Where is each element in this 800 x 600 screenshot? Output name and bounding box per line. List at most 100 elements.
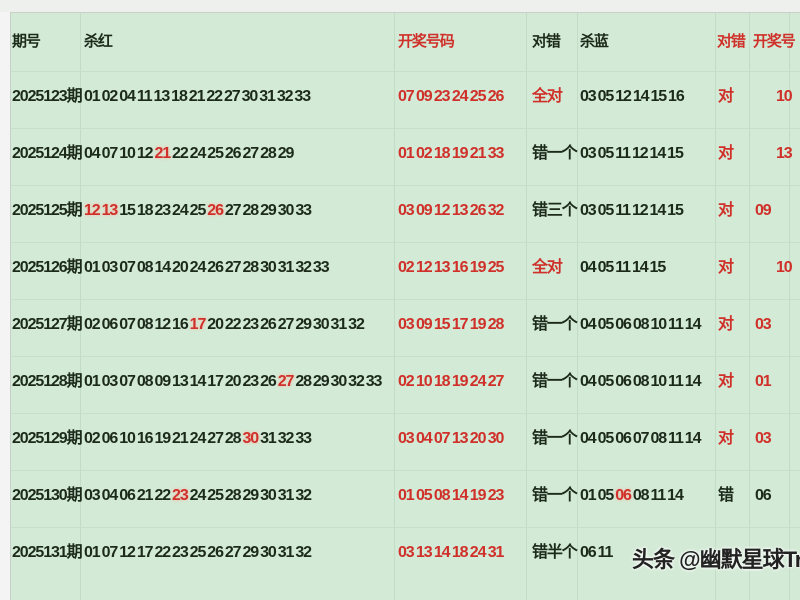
period-cell[interactable]: 2025124期 (12, 145, 83, 162)
kill-red-number: 20 (207, 316, 224, 333)
grid-line (526, 13, 527, 600)
header-result-red[interactable]: 对错 (532, 33, 561, 50)
draw-numbers-cell[interactable]: 03 09 15 17 19 28 (398, 316, 504, 333)
kill-blue-number: 08 (632, 316, 650, 333)
kill-blue-cell[interactable]: 03 05 11 12 14 15 (580, 201, 685, 221)
kill-blue-number: 11 (650, 487, 666, 504)
result-blue-cell[interactable]: 对 (718, 202, 734, 219)
result-red-cell[interactable]: 全对 (532, 88, 563, 105)
result-blue-cell[interactable]: 对 (718, 259, 734, 276)
kill-blue-cell[interactable]: 06 11 (580, 543, 614, 563)
kill-blue-cell[interactable]: 03 05 12 14 15 16 (580, 87, 686, 107)
period-cell[interactable]: 2025131期 (12, 544, 83, 561)
period-cell[interactable]: 2025130期 (12, 487, 83, 504)
draw-numbers-cell[interactable]: 01 02 18 19 21 33 (398, 145, 504, 162)
period-cell[interactable]: 2025126期 (12, 259, 83, 276)
header-period[interactable]: 期号 (12, 33, 41, 50)
period-cell[interactable]: 2025125期 (12, 202, 83, 219)
result-red-cell[interactable]: 错三个 (532, 202, 578, 219)
kill-blue-number: 11 (615, 145, 631, 162)
kill-red-number: 29 (242, 544, 259, 561)
kill-blue-cell[interactable]: 04 05 11 14 15 (580, 258, 667, 278)
kill-red-number: 22 (224, 316, 242, 333)
kill-red-number: 27 (224, 544, 242, 561)
period-cell[interactable]: 2025123期 (12, 88, 83, 105)
draw-numbers-cell[interactable]: 03 09 12 13 26 32 (398, 202, 504, 219)
period-cell[interactable]: 2025127期 (12, 316, 83, 333)
kill-red-number: 03 (101, 259, 119, 276)
draw-blue-cell[interactable]: 03 (755, 316, 772, 333)
kill-blue-number: 16 (668, 88, 685, 105)
kill-red-number: 01 (84, 544, 101, 561)
header-draw-blue[interactable]: 开奖号 (753, 33, 796, 50)
draw-numbers-cell[interactable]: 02 10 18 19 24 27 (398, 373, 504, 390)
kill-blue-cell[interactable]: 04 05 06 08 10 11 14 (580, 315, 702, 335)
kill-red-cell[interactable]: 01 03 07 08 14 20 24 26 27 28 30 31 32 33 (84, 258, 331, 278)
header-result-blue[interactable]: 对错 (717, 33, 746, 50)
result-red-cell[interactable]: 错一个 (532, 316, 578, 333)
draw-numbers-cell[interactable]: 02 12 13 16 19 25 (398, 259, 504, 276)
kill-red-number: 30 (260, 487, 277, 504)
result-red-cell[interactable]: 错一个 (532, 430, 578, 447)
period-cell[interactable]: 2025128期 (12, 373, 83, 390)
header-draw-numbers[interactable]: 开奖号码 (398, 33, 455, 50)
result-blue-cell[interactable]: 对 (718, 88, 734, 105)
kill-blue-cell[interactable]: 01 05 06 08 11 14 (580, 486, 685, 506)
kill-red-number: 20 (224, 373, 242, 390)
draw-numbers-cell[interactable]: 03 13 14 18 24 31 (398, 544, 504, 561)
kill-red-number: 22 (206, 88, 223, 105)
kill-blue-number: 08 (632, 373, 650, 390)
kill-red-number: 06 (101, 316, 119, 333)
kill-red-number: 21 (188, 88, 206, 105)
result-red-cell[interactable]: 错一个 (532, 145, 578, 162)
header-kill-red[interactable]: 杀红 (84, 33, 113, 50)
result-blue-cell[interactable]: 对 (718, 373, 734, 390)
draw-blue-cell[interactable]: 10 (776, 88, 793, 105)
draw-numbers-cell[interactable]: 01 05 08 14 19 23 (398, 487, 504, 504)
draw-blue-cell[interactable]: 01 (755, 373, 772, 390)
kill-red-number: 07 (119, 373, 136, 390)
draw-blue-cell[interactable]: 09 (755, 202, 772, 219)
kill-blue-cell[interactable]: 03 05 11 12 14 15 (580, 144, 685, 164)
kill-red-cell[interactable]: 01 02 04 11 13 18 21 22 27 30 31 32 33 (84, 87, 312, 107)
kill-blue-number: 10 (650, 373, 667, 390)
kill-red-cell[interactable]: 04 07 10 12 21 22 24 25 26 27 28 29 (84, 144, 295, 164)
result-red-cell[interactable]: 错一个 (532, 487, 578, 504)
result-blue-cell[interactable]: 对 (718, 316, 734, 333)
result-red-cell[interactable]: 错半个 (532, 544, 578, 561)
kill-red-number: 11 (136, 88, 153, 105)
kill-red-cell[interactable]: 02 06 10 16 19 21 24 27 28 30 31 32 33 (84, 429, 313, 449)
kill-red-number: 29 (312, 373, 330, 390)
kill-red-number: 26 (224, 145, 242, 162)
draw-blue-cell[interactable]: 06 (755, 487, 772, 504)
draw-blue-cell[interactable]: 13 (776, 145, 793, 162)
draw-numbers-cell[interactable]: 03 04 07 13 20 30 (398, 430, 504, 447)
grid-line (11, 527, 800, 528)
grid-line (715, 13, 716, 600)
kill-red-number: 16 (172, 316, 189, 333)
kill-red-cell[interactable]: 03 04 06 21 22 23 24 25 28 29 30 31 32 (84, 486, 313, 506)
result-red-cell[interactable]: 错一个 (532, 373, 578, 390)
kill-blue-number: 14 (631, 259, 649, 276)
result-red-cell[interactable]: 全对 (532, 259, 563, 276)
kill-red-number: 26 (260, 316, 277, 333)
kill-blue-cell[interactable]: 04 05 06 07 08 11 14 (580, 429, 702, 449)
kill-red-number: 32 (348, 316, 365, 333)
kill-red-cell[interactable]: 01 07 12 17 22 23 25 26 27 29 30 31 32 (84, 543, 313, 563)
kill-blue-number: 05 (597, 145, 615, 162)
kill-red-number: 10 (119, 430, 136, 447)
result-blue-cell[interactable]: 对 (718, 145, 734, 162)
draw-blue-cell[interactable]: 10 (776, 259, 793, 276)
kill-blue-number: 12 (615, 88, 632, 105)
kill-red-cell[interactable]: 01 03 07 08 09 13 14 17 20 23 26 27 28 29 30 32 33 (84, 372, 383, 392)
result-blue-cell[interactable]: 对 (718, 430, 734, 447)
kill-blue-cell[interactable]: 04 05 06 08 10 11 14 (580, 372, 702, 392)
header-kill-blue[interactable]: 杀蓝 (580, 33, 609, 50)
period-cell[interactable]: 2025129期 (12, 430, 83, 447)
draw-blue-cell[interactable]: 03 (755, 430, 772, 447)
kill-red-number: 04 (119, 88, 136, 105)
result-blue-cell[interactable]: 错 (718, 487, 734, 504)
draw-numbers-cell[interactable]: 07 09 23 24 25 26 (398, 88, 504, 105)
kill-red-cell[interactable]: 02 06 07 08 12 16 17 20 22 23 26 27 29 30 31 32 (84, 315, 366, 335)
kill-red-cell[interactable]: 12 13 15 18 23 24 25 26 27 28 29 30 33 (84, 201, 313, 221)
